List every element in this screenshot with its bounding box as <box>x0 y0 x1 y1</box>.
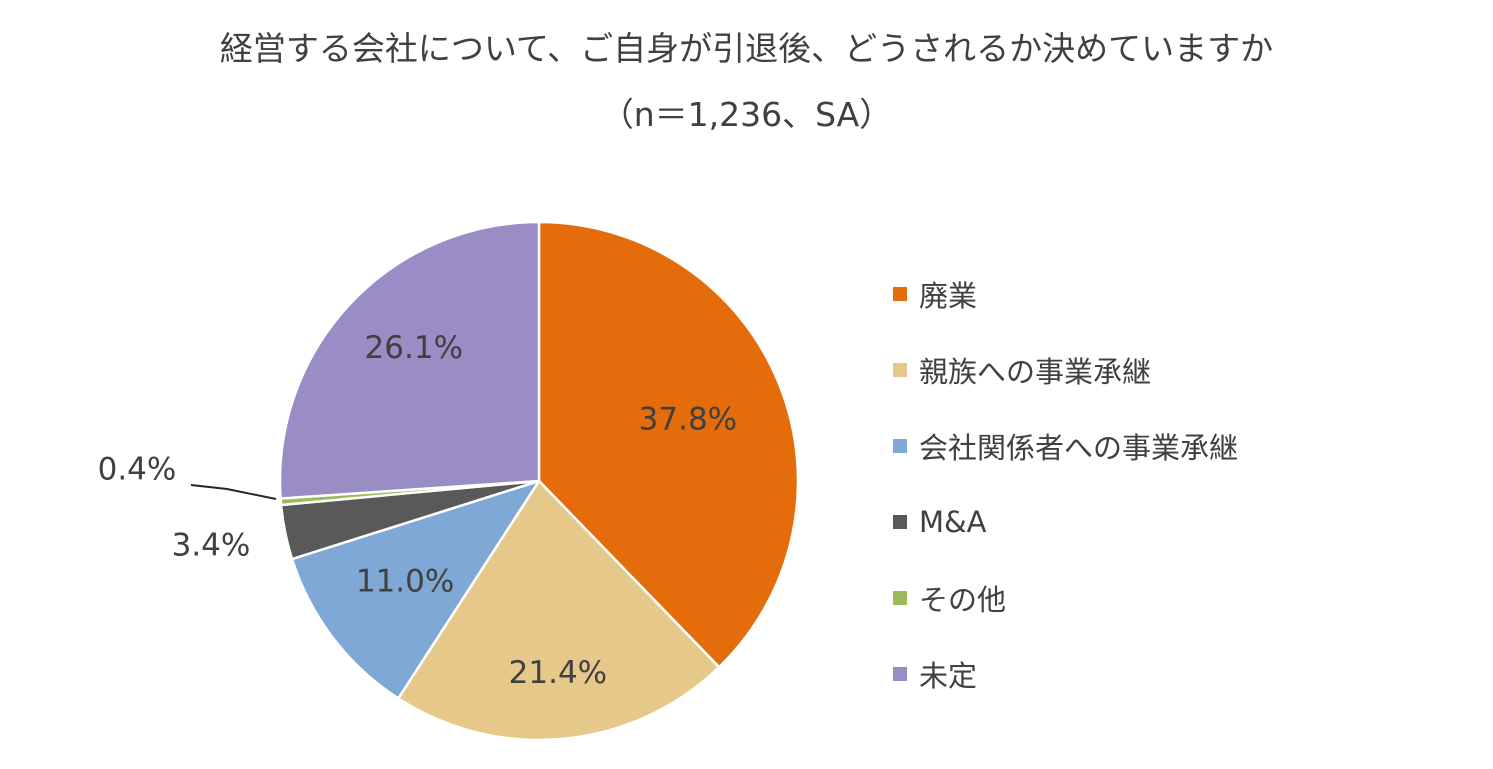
legend-swatch <box>893 363 907 377</box>
legend-swatch <box>893 287 907 301</box>
data-label-4: 3.4% <box>172 528 251 564</box>
legend-item-5: その他 <box>893 560 1238 636</box>
data-label-1: 37.8% <box>639 401 737 437</box>
legend-label: 未定 <box>919 659 978 693</box>
data-label-2: 21.4% <box>509 655 607 691</box>
legend-item-3: 会社関係者への事業承継 <box>893 408 1238 484</box>
legend-swatch <box>893 515 907 529</box>
data-label-6: 26.1% <box>365 330 463 366</box>
data-label-5: 0.4% <box>98 452 177 488</box>
legend-item-2: 親族への事業承継 <box>893 332 1238 408</box>
pie-slice-3 <box>290 479 541 700</box>
leader-line-5 <box>190 484 277 500</box>
legend-label: M&A <box>919 505 987 539</box>
legend-label: 会社関係者への事業承継 <box>919 431 1239 465</box>
pie-slice-1 <box>537 220 800 669</box>
legend-swatch <box>893 591 907 605</box>
legend-swatch <box>893 667 907 681</box>
chart-legend: 廃業親族への事業承継会社関係者への事業承継 M&A その他未定 <box>893 256 1238 712</box>
chart-subtitle: （n＝1,236、SA） <box>600 95 893 134</box>
legend-label: 親族への事業承継 <box>919 355 1152 389</box>
legend-item-4: M&A <box>893 484 1238 560</box>
legend-item-1: 廃業 <box>893 256 1238 332</box>
pie-slice-2 <box>397 479 721 742</box>
legend-label: 廃業 <box>919 279 978 313</box>
pie-slice-6 <box>278 220 541 500</box>
data-label-3: 11.0% <box>356 564 454 600</box>
legend-label: その他 <box>919 583 1007 617</box>
chart-title: 経営する会社について、ご自身が引退後、どうされるか決めていますか <box>219 29 1274 68</box>
legend-swatch <box>893 439 907 453</box>
legend-item-6: 未定 <box>893 636 1238 712</box>
